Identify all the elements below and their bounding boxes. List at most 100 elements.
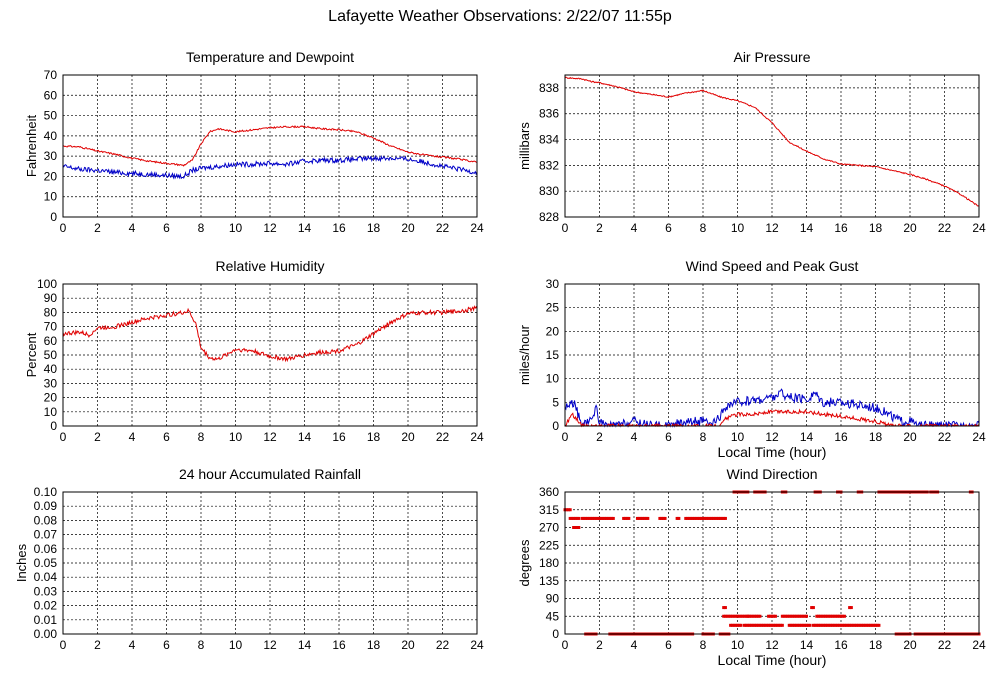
data-point [725, 614, 729, 618]
x-tick-label: 6 [665, 221, 672, 235]
data-point [729, 623, 733, 627]
x-tick-label: 8 [198, 638, 205, 652]
data-point [787, 614, 791, 618]
data-point [585, 516, 589, 520]
data-point [706, 516, 710, 520]
data-point [780, 623, 784, 627]
data-point [817, 623, 821, 627]
y-tick-label: 50 [44, 109, 58, 123]
data-point [715, 516, 719, 520]
y-tick-label: 45 [546, 609, 560, 623]
data-point [760, 623, 764, 627]
data-point [832, 623, 836, 627]
series-relative-humidity [62, 305, 478, 363]
data-point [848, 623, 852, 627]
data-point [741, 614, 745, 618]
data-point [848, 606, 852, 610]
data-point [841, 614, 845, 618]
data-point [729, 614, 733, 618]
data-point [754, 614, 758, 618]
data-point [822, 623, 826, 627]
data-point [566, 508, 570, 512]
series-pressure [564, 76, 980, 207]
data-point [789, 623, 793, 627]
y-tick-label: 80 [44, 305, 58, 319]
data-point [799, 623, 803, 627]
chart-title: Temperature and Dewpoint [186, 49, 354, 65]
data-point [598, 516, 601, 520]
x-tick-label: 14 [800, 221, 814, 235]
data-point [572, 516, 576, 520]
data-point [692, 516, 696, 520]
y-tick-label: 0 [552, 627, 559, 641]
data-point [858, 623, 862, 627]
y-tick-label: 0.08 [34, 513, 58, 527]
data-point [834, 623, 838, 627]
data-point [737, 614, 741, 618]
data-point [806, 623, 810, 627]
y-tick-label: 50 [44, 348, 58, 362]
chart-title: Wind Speed and Peak Gust [686, 258, 859, 274]
x-tick-label: 6 [163, 430, 170, 444]
data-point [801, 623, 805, 627]
page-title: Lafayette Weather Observations: 2/22/07 … [328, 8, 672, 25]
data-point [794, 623, 798, 627]
x-axis-label: Local Time (hour) [718, 652, 827, 668]
x-tick-label: 22 [938, 430, 952, 444]
data-point [722, 516, 726, 520]
x-tick-label: 18 [367, 638, 381, 652]
y-tick-label: 0.10 [34, 485, 58, 499]
y-tick-label: 0 [50, 210, 57, 224]
x-tick-label: 22 [938, 638, 952, 652]
x-tick-label: 16 [332, 221, 346, 235]
y-tick-label: 828 [539, 210, 559, 224]
y-tick-label: 270 [539, 521, 559, 535]
x-tick-label: 6 [665, 638, 672, 652]
data-point [704, 516, 708, 520]
data-point [813, 623, 817, 627]
x-tick-label: 14 [800, 638, 814, 652]
data-point [798, 623, 802, 627]
y-tick-label: 40 [44, 362, 58, 376]
data-point [773, 614, 777, 618]
data-point [765, 623, 769, 627]
data-point [749, 623, 753, 627]
data-point [608, 516, 612, 520]
chart-title: 24 hour Accumulated Rainfall [179, 466, 361, 482]
y-tick-label: 0.02 [34, 599, 58, 613]
y-axis-label: Inches [14, 543, 29, 582]
data-point [846, 623, 850, 627]
x-tick-label: 4 [631, 638, 638, 652]
data-point [723, 614, 727, 618]
y-axis-label: Percent [24, 332, 39, 377]
data-point [829, 623, 833, 627]
data-point [868, 623, 872, 627]
x-tick-label: 10 [731, 638, 745, 652]
series-dewpoint [62, 154, 478, 180]
x-tick-label: 24 [972, 430, 986, 444]
data-point [570, 516, 574, 520]
data-point [820, 623, 824, 627]
data-point [839, 614, 843, 618]
data-point [603, 516, 607, 520]
x-tick-label: 12 [263, 221, 277, 235]
x-tick-label: 4 [129, 638, 136, 652]
x-tick-label: 24 [470, 638, 484, 652]
x-tick-label: 18 [869, 221, 883, 235]
data-point [568, 508, 572, 512]
data-point [827, 623, 831, 627]
y-axis-label: degrees [517, 539, 532, 586]
data-point [818, 614, 822, 618]
x-tick-label: 12 [765, 638, 779, 652]
data-point [751, 623, 755, 627]
x-tick-label: 8 [700, 221, 707, 235]
y-tick-label: 90 [44, 291, 58, 305]
data-point [737, 623, 741, 627]
data-point [589, 516, 593, 520]
y-tick-label: 180 [539, 556, 559, 570]
y-tick-label: 70 [44, 320, 58, 334]
y-tick-label: 836 [539, 107, 559, 121]
data-point [577, 526, 581, 529]
data-point [637, 516, 641, 520]
data-point [832, 614, 836, 618]
